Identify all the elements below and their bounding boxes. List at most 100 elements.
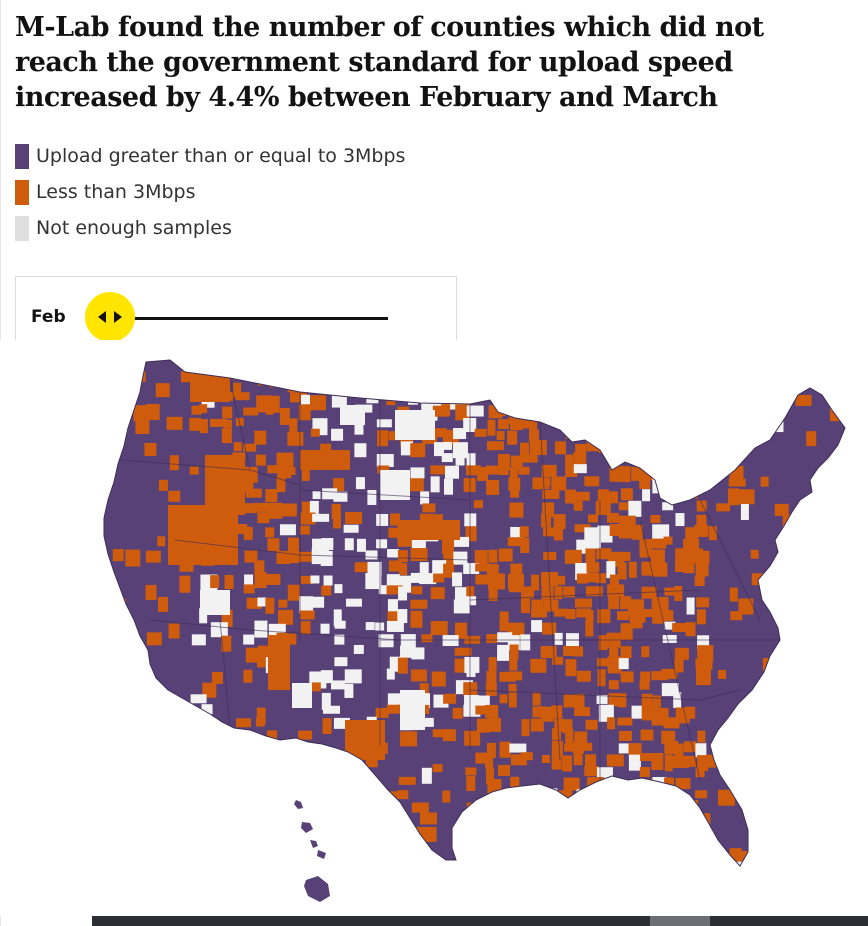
county-patch bbox=[532, 706, 546, 718]
county-patch bbox=[443, 563, 455, 578]
county-patch bbox=[488, 657, 497, 672]
county-patch bbox=[441, 404, 451, 417]
county-patch bbox=[243, 584, 255, 594]
county-patch bbox=[597, 489, 609, 504]
hawaii-islands bbox=[294, 800, 330, 902]
county-patch bbox=[521, 453, 538, 463]
county-patch bbox=[397, 550, 408, 563]
county-patch bbox=[497, 454, 510, 471]
county-patch bbox=[674, 561, 687, 573]
county-patch bbox=[629, 609, 646, 623]
county-patch bbox=[254, 502, 270, 512]
county-patch bbox=[455, 622, 468, 639]
county-patch bbox=[496, 431, 505, 441]
county-patch bbox=[389, 513, 400, 526]
county-patch bbox=[331, 428, 344, 441]
county-patch bbox=[641, 646, 650, 658]
county-patch bbox=[510, 419, 524, 431]
county-patch bbox=[395, 410, 435, 440]
county-patch bbox=[300, 575, 314, 584]
county-patch bbox=[190, 694, 207, 704]
county-patch bbox=[257, 597, 267, 607]
county-patch bbox=[540, 706, 554, 722]
county-patch bbox=[466, 405, 484, 417]
county-patch bbox=[410, 548, 428, 562]
county-patch bbox=[617, 562, 627, 580]
county-patch bbox=[652, 524, 670, 541]
county-patch bbox=[683, 741, 696, 753]
county-patch bbox=[287, 537, 299, 554]
county-patch bbox=[320, 623, 330, 634]
county-patch bbox=[499, 611, 509, 626]
county-patch bbox=[609, 466, 619, 482]
county-patch bbox=[664, 777, 675, 786]
county-patch bbox=[387, 599, 398, 617]
county-patch bbox=[454, 647, 472, 656]
county-patch bbox=[221, 609, 233, 627]
county-patch bbox=[509, 467, 518, 482]
county-patch bbox=[166, 416, 183, 430]
county-patch bbox=[432, 764, 443, 773]
county-patch bbox=[695, 560, 709, 577]
county-patch bbox=[554, 441, 566, 455]
county-patch bbox=[618, 730, 632, 741]
county-patch bbox=[442, 790, 451, 803]
county-patch bbox=[465, 526, 477, 542]
county-patch bbox=[411, 647, 425, 660]
county-patch bbox=[585, 719, 598, 730]
county-patch bbox=[573, 464, 587, 474]
slider-track[interactable] bbox=[124, 317, 388, 320]
county-patch bbox=[675, 548, 690, 565]
county-patch bbox=[268, 635, 290, 690]
county-patch bbox=[397, 609, 408, 624]
county-patch bbox=[320, 670, 333, 684]
county-patch bbox=[233, 442, 242, 452]
county-patch bbox=[246, 597, 262, 609]
county-patch bbox=[365, 573, 382, 590]
county-patch bbox=[475, 574, 492, 585]
county-patch bbox=[199, 419, 208, 434]
county-patch bbox=[531, 620, 543, 633]
county-patch bbox=[475, 752, 490, 764]
county-patch bbox=[146, 632, 162, 646]
legend-label: Less than 3Mbps bbox=[36, 181, 196, 203]
county-patch bbox=[551, 740, 563, 757]
county-patch bbox=[168, 490, 181, 502]
county-patch bbox=[245, 488, 262, 498]
county-patch bbox=[421, 717, 434, 727]
state-border bbox=[699, 689, 741, 701]
county-patch bbox=[200, 590, 230, 615]
county-patch bbox=[376, 430, 388, 447]
county-patch bbox=[301, 394, 311, 410]
county-patch bbox=[432, 729, 447, 738]
county-patch bbox=[586, 562, 600, 573]
county-patch bbox=[311, 682, 321, 692]
county-patch bbox=[387, 549, 400, 559]
county-patch bbox=[697, 730, 706, 743]
county-patch bbox=[419, 573, 437, 585]
county-patch bbox=[232, 524, 248, 535]
county-patch bbox=[191, 634, 206, 646]
county-patch bbox=[300, 512, 316, 525]
county-patch bbox=[210, 622, 228, 638]
county-patch bbox=[353, 644, 364, 654]
county-patch bbox=[334, 620, 346, 629]
county-patch bbox=[563, 646, 580, 657]
county-patch bbox=[564, 743, 575, 752]
county-patch bbox=[365, 550, 378, 560]
county-patch bbox=[289, 551, 300, 564]
county-patch bbox=[618, 524, 633, 539]
county-patch bbox=[487, 419, 496, 436]
county-patch bbox=[299, 596, 314, 614]
county-patch bbox=[618, 502, 631, 511]
county-patch bbox=[179, 575, 191, 593]
county-patch bbox=[334, 584, 343, 594]
county-patch bbox=[420, 491, 430, 505]
county-patch bbox=[542, 489, 560, 499]
county-patch bbox=[135, 417, 150, 434]
county-patch bbox=[244, 550, 258, 563]
slider-handle[interactable] bbox=[85, 292, 135, 342]
county-patch bbox=[554, 718, 565, 732]
county-patch bbox=[696, 597, 710, 608]
